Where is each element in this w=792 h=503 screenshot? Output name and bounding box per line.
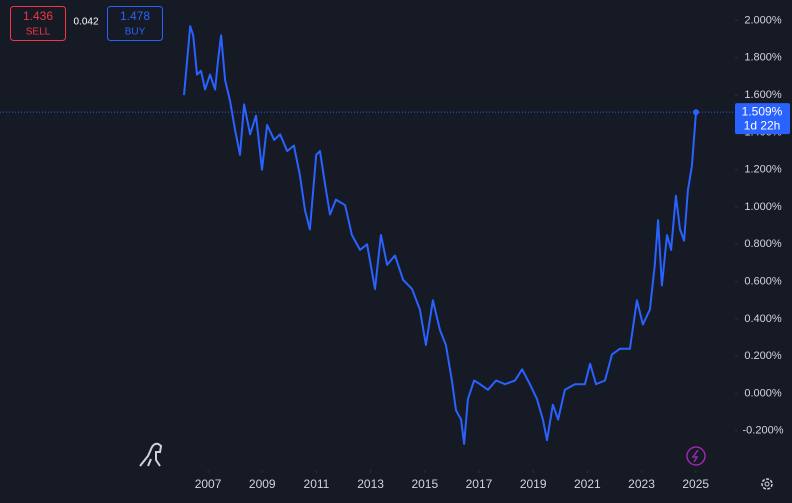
buy-label[interactable]: BUY [125,27,146,38]
sell-box[interactable] [10,6,66,41]
line [183,25,697,445]
x-tick-label: 2009 [249,477,276,491]
y-tick-label: -0.200% [743,425,784,437]
sell-button[interactable]: 1.436 SELL [10,6,66,41]
buy-button[interactable]: 1.478 BUY [107,6,163,41]
last-price-box [735,103,790,135]
y-tick-label: 0.400% [744,313,782,325]
x-tick-label: 2017 [466,477,493,491]
y-tick-label: 1.000% [744,201,782,213]
x-tick-label: 2021 [574,477,601,491]
settings-icon[interactable] [761,478,773,490]
buy-box[interactable] [107,6,163,41]
x-tick-label: 2019 [520,477,547,491]
y-tick-label: 1.200% [744,164,782,176]
y-tick-label: 1.600% [744,89,782,101]
spread: 0.042 [73,17,98,28]
x-tick-label: 2007 [195,477,222,491]
lightning-circle[interactable] [686,446,706,466]
countdown: 1d 22h [744,118,781,132]
y-tick-label: 0.800% [744,238,782,250]
settings-core[interactable] [764,481,770,487]
settings-button[interactable] [761,478,773,490]
buy-price[interactable]: 1.478 [120,9,150,23]
y-tick-label: 0.200% [744,350,782,362]
x-tick-label: 2023 [628,477,655,491]
last-price-label: 1.509% [742,104,783,118]
last-point [692,109,699,116]
y-tick-label: 0.600% [744,276,782,288]
x-tick-label: 2025 [682,477,709,491]
x-tick-label: 2013 [357,477,384,491]
x-tick-label: 2015 [411,477,438,491]
lightning-icon[interactable] [691,449,699,463]
lightning-button[interactable] [686,446,706,466]
y-tick-label: 0.000% [744,387,782,399]
x-tick-label: 2011 [304,477,330,491]
logo [139,442,163,467]
y-tick-label: 1.800% [744,52,782,64]
y-tick-label: 2.000% [744,14,782,26]
sell-price[interactable]: 1.436 [23,9,53,23]
logo-shape [139,442,163,467]
sell-label[interactable]: SELL [26,27,51,38]
